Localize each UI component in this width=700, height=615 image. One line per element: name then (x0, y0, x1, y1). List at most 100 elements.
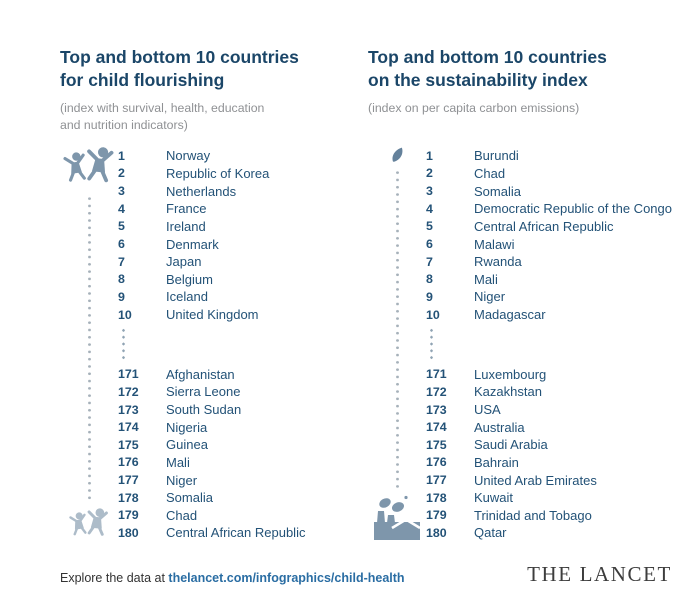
rank-number: 171 (118, 367, 139, 382)
rank-number: 179 (118, 508, 139, 523)
rank-number: 3 (426, 184, 433, 199)
country-name: Niger (474, 289, 506, 305)
rank-number: 179 (426, 508, 447, 523)
leaf-icon (389, 147, 406, 163)
country-name: Saudi Arabia (474, 437, 548, 453)
country-name: Iceland (166, 289, 208, 305)
rank-number: 174 (118, 420, 139, 435)
explore-data-link[interactable]: thelancet.com/infographics/child-health (168, 571, 405, 585)
panel-subtitle-line2: and nutrition indicators) (60, 118, 188, 132)
list-item: 180 Qatar (426, 524, 686, 542)
list-item: 6 Denmark (118, 235, 358, 253)
country-name: Rwanda (474, 254, 522, 270)
country-name: Chad (166, 507, 198, 523)
icon-rail (60, 145, 118, 541)
country-name: Luxembourg (474, 366, 547, 382)
rank-number: 172 (426, 384, 447, 399)
country-name: Japan (166, 254, 202, 270)
list-item: 9 Niger (426, 288, 686, 306)
list-item: 177 Niger (118, 471, 358, 489)
list-item: 2 Republic of Korea (118, 165, 358, 183)
country-name: Afghanistan (166, 366, 235, 382)
country-name: Somalia (166, 490, 213, 506)
rank-number: 174 (426, 420, 447, 435)
list-item: 172 Sierra Leone (118, 383, 358, 401)
list-gap (426, 323, 686, 365)
country-name: Malawi (474, 236, 515, 252)
list-item: 10 United Kingdom (118, 306, 358, 324)
country-name: Madagascar (474, 307, 546, 323)
rank-number: 4 (426, 201, 433, 216)
dotted-connector (395, 169, 399, 490)
ellipsis-dots (122, 327, 125, 362)
country-name: United Arab Emirates (474, 472, 597, 488)
list-item: 3 Netherlands (118, 182, 358, 200)
country-name: USA (474, 402, 501, 417)
bottom-list: 171 Luxembourg 172 Kazakhstan 173 USA 174 Austr… (426, 365, 686, 541)
rank-number: 7 (426, 254, 433, 269)
rank-number: 10 (426, 307, 440, 322)
country-name: Norway (166, 148, 211, 164)
list-item: 179 Trinidad and Tobago (426, 507, 686, 525)
rank-number: 176 (426, 455, 447, 470)
rank-number: 4 (118, 201, 125, 216)
panel-subtitle: (index with survival, health, education … (60, 100, 358, 140)
rank-number: 175 (426, 437, 447, 452)
footer-note-text: Explore the data at (60, 571, 169, 585)
country-name: Denmark (166, 236, 219, 252)
list-item: 8 Mali (426, 270, 686, 288)
list-item: 4 Democratic Republic of the Congo (426, 200, 686, 218)
country-name: Mali (474, 271, 498, 287)
rank-number: 10 (118, 307, 132, 322)
country-name: Kuwait (474, 490, 514, 506)
country-name: Somalia (474, 183, 521, 199)
country-name: Republic of Korea (166, 165, 270, 181)
list-item: 2 Chad (426, 165, 686, 183)
dotted-connector (87, 195, 91, 502)
list-item: 178 Kuwait (426, 489, 686, 507)
country-name: Bahrain (474, 454, 519, 470)
child-flourishing-panel: Top and bottom 10 countries for child fl… (60, 46, 358, 542)
country-name: Democratic Republic of the Congo (474, 201, 672, 217)
rank-number: 3 (118, 184, 125, 199)
panel-title: Top and bottom 10 countries for child fl… (60, 46, 358, 91)
rank-number: 176 (118, 455, 139, 470)
rank-number: 1 (118, 148, 125, 163)
rank-number: 5 (118, 219, 125, 234)
panel-title-line1: Top and bottom 10 countries (368, 47, 607, 67)
rank-number: 2 (426, 166, 433, 181)
country-name: Niger (166, 472, 198, 488)
country-name: Australia (474, 419, 525, 435)
list-item: 8 Belgium (118, 270, 358, 288)
top-list: 1 Norway 2 Republic of Korea 3 Netherlands 4 Fr… (118, 147, 358, 323)
panel-subtitle-line1: (index with survival, health, education (60, 101, 265, 115)
rank-number: 171 (426, 367, 447, 382)
list-item: 171 Luxembourg (426, 365, 686, 383)
list-item: 176 Mali (118, 454, 358, 472)
country-name: South Sudan (166, 402, 242, 417)
list-item: 3 Somalia (426, 182, 686, 200)
country-name: France (166, 201, 207, 217)
list-item: 175 Saudi Arabia (426, 436, 686, 454)
list-item: 173 USA (426, 401, 686, 419)
country-name: Central African Republic (166, 525, 306, 541)
country-name: Kazakhstan (474, 384, 542, 400)
panel-title: Top and bottom 10 countries on the susta… (368, 46, 686, 91)
footer-note: Explore the data at thelancet.com/infogr… (60, 571, 405, 585)
rank-number: 6 (426, 237, 433, 252)
country-name: Burundi (474, 148, 519, 164)
list-item: 174 Australia (426, 418, 686, 436)
ranking-list: 1 Norway 2 Republic of Korea 3 Netherlands 4 Fr… (60, 145, 358, 542)
children-playing-light-icon (67, 507, 111, 541)
rank-number: 9 (118, 289, 125, 304)
rank-number: 7 (118, 254, 125, 269)
ranking-list: 1 Burundi 2 Chad 3 Somalia 4 Democratic Republi… (368, 145, 686, 542)
list-item: 174 Nigeria (118, 418, 358, 436)
country-name: Netherlands (166, 183, 237, 199)
factory-emissions-icon (372, 495, 422, 541)
rank-number: 2 (118, 166, 125, 181)
rank-number: 173 (118, 402, 139, 417)
country-name: Trinidad and Tobago (474, 507, 592, 523)
panel-title-line2: for child flourishing (60, 69, 225, 90)
rank-number: 180 (118, 525, 139, 540)
